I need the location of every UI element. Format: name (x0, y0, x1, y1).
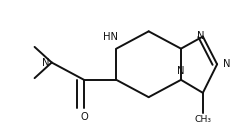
Text: N: N (223, 59, 231, 69)
Text: O: O (80, 112, 88, 122)
Text: N: N (42, 58, 49, 67)
Text: N: N (197, 31, 204, 41)
Text: CH₃: CH₃ (194, 115, 211, 124)
Text: HN: HN (103, 32, 118, 42)
Text: N: N (177, 66, 185, 76)
